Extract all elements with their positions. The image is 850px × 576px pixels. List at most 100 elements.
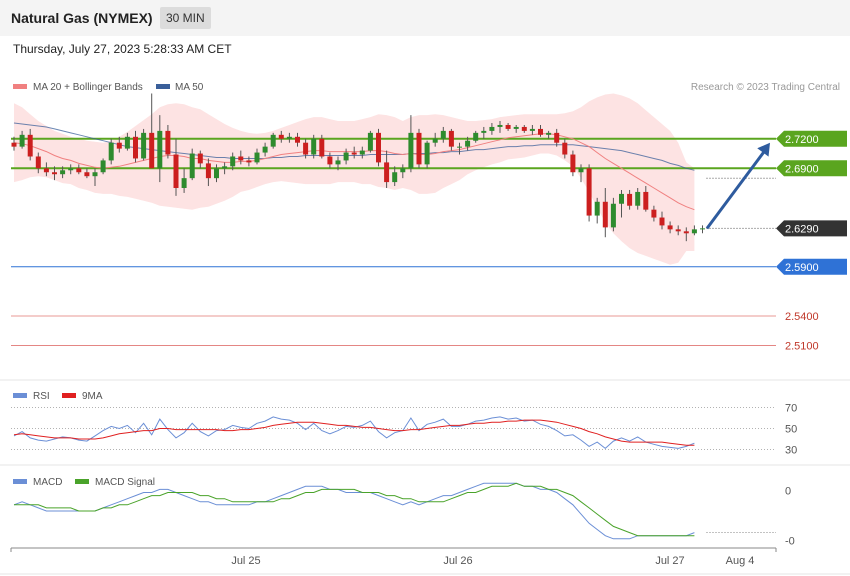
candle: [578, 164, 584, 183]
candle: [529, 124, 535, 135]
candle-body: [173, 154, 179, 188]
candle: [92, 168, 98, 187]
timeframe-badge[interactable]: 30 MIN: [160, 7, 211, 29]
candle-body: [214, 168, 219, 179]
candle: [643, 186, 649, 212]
candle-body: [627, 193, 633, 206]
candle: [157, 115, 163, 183]
candle: [546, 130, 552, 139]
candle-body: [586, 168, 592, 216]
rsi-tick-label: 70: [785, 403, 797, 415]
candle-body: [554, 132, 560, 143]
candle: [489, 123, 495, 135]
candle: [205, 158, 211, 187]
rsi-line: [13, 416, 695, 450]
candle: [124, 132, 130, 151]
candle: [465, 136, 471, 151]
rsi-tick-label: 30: [785, 445, 797, 457]
candle: [538, 124, 543, 137]
candle: [513, 124, 519, 133]
candle: [473, 130, 479, 143]
candle-body: [667, 225, 673, 230]
candle-body: [303, 142, 309, 155]
candle-body: [108, 142, 114, 161]
ma20-legend-label: MA 20 + Bollinger Bands: [33, 82, 143, 93]
candle: [610, 197, 616, 232]
copyright-label: Research © 2023 Trading Central: [691, 82, 840, 93]
candle-body: [319, 138, 325, 157]
candle: [432, 132, 438, 147]
candle: [141, 128, 147, 161]
candle-body: [521, 126, 527, 131]
candle: [424, 140, 430, 169]
candle-body: [683, 231, 689, 234]
price-level-tags: 2.7200 2.6900 2.6290 2.5900 2.5400 2.5100: [776, 130, 847, 353]
candle: [481, 126, 487, 139]
candle-body: [84, 172, 90, 177]
candle-body: [295, 136, 300, 143]
bollinger-bands: [14, 93, 695, 265]
resistance-tag-label: 2.6900: [785, 163, 819, 175]
time-axis-labels: Jul 25 Jul 26 Jul 27 Aug 4: [231, 555, 754, 567]
current-price-tag: [776, 220, 847, 237]
chart-datetime: Thursday, July 27, 2023 5:28:33 AM CET: [13, 42, 232, 56]
time-axis-label: Jul 26: [443, 555, 472, 567]
minor-support-label: 2.5100: [785, 341, 819, 353]
rsi-panel: 70 50 30: [11, 403, 797, 457]
candle: [60, 166, 66, 179]
candle: [52, 166, 57, 181]
candle-body: [52, 172, 57, 175]
candle: [270, 132, 276, 149]
candle-body: [141, 132, 147, 159]
rsi-ma-line: [13, 419, 695, 446]
candle-body: [473, 132, 479, 141]
candle-body: [505, 124, 511, 129]
candle-body: [189, 153, 195, 179]
candle: [108, 138, 114, 165]
candle: [27, 128, 33, 161]
candle: [376, 128, 381, 167]
candle-body: [238, 156, 244, 161]
candle-body: [448, 130, 454, 147]
candle: [521, 124, 527, 133]
candle-body: [68, 168, 74, 171]
candle-body: [465, 140, 471, 147]
ma50-legend-swatch: [156, 84, 170, 89]
candle-body: [76, 168, 82, 173]
candle: [100, 158, 106, 175]
candle: [359, 146, 365, 159]
macd-signal-legend-label: MACD Signal: [95, 477, 155, 488]
candle: [343, 148, 349, 165]
rsi-tick-label: 50: [785, 424, 797, 436]
candle-body: [384, 162, 390, 183]
candle: [116, 136, 122, 153]
candle: [11, 136, 17, 151]
candle: [43, 162, 49, 177]
candle-body: [254, 152, 260, 163]
candle: [84, 168, 90, 179]
candle-body: [286, 136, 292, 139]
candle: [76, 164, 82, 175]
candle: [400, 164, 406, 179]
candle: [311, 134, 317, 159]
candle: [554, 128, 560, 147]
projection-arrow: [705, 142, 770, 230]
candle: [351, 146, 357, 159]
candle: [675, 225, 681, 236]
candle-body: [376, 132, 381, 163]
candle-body: [675, 229, 681, 232]
candle-body: [594, 201, 600, 216]
candle-body: [432, 138, 438, 143]
candle-body: [197, 153, 203, 164]
candle-body: [481, 130, 487, 133]
candle: [691, 225, 697, 236]
candle-body: [367, 132, 373, 151]
candle-body: [165, 130, 171, 155]
candle-body: [529, 128, 535, 131]
candle: [602, 188, 608, 238]
candle: [19, 130, 25, 149]
candle-body: [230, 156, 236, 167]
candle-body: [700, 228, 705, 230]
candle-body: [335, 160, 341, 165]
